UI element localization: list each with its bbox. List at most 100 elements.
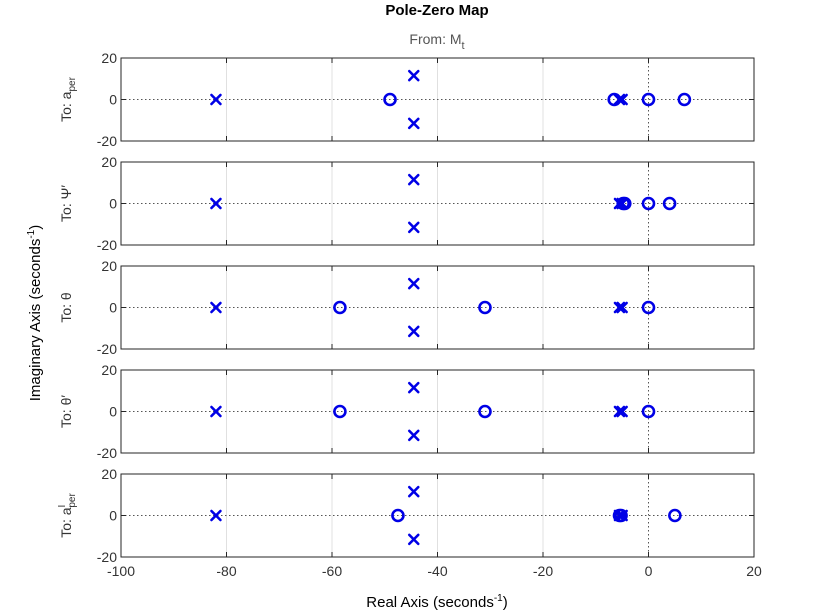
panel-label-main: To: θ xyxy=(58,292,74,323)
pole-marker xyxy=(407,325,420,338)
pole-stroke xyxy=(407,485,420,498)
pole-marker xyxy=(210,301,222,314)
y-tick-label: 20 xyxy=(101,362,117,378)
y-tick-label: 20 xyxy=(101,258,117,274)
pole-marker xyxy=(407,533,420,546)
pole-stroke xyxy=(616,509,628,522)
zero-marker xyxy=(333,300,347,315)
x-tick-label: 0 xyxy=(645,563,653,579)
pole-stroke xyxy=(616,301,628,314)
pole-marker xyxy=(407,173,420,186)
subtitle-main: From: M xyxy=(409,31,461,47)
zero-marker xyxy=(641,404,656,419)
subtitle-subscript: t xyxy=(462,40,465,52)
pole-stroke xyxy=(210,93,222,106)
pole-stroke xyxy=(616,405,628,418)
x-axis-label-end: ) xyxy=(503,594,508,611)
panel-4: -20 0 20 To: θ′ xyxy=(58,362,755,461)
pole-stroke xyxy=(407,117,420,130)
zero-marker xyxy=(383,92,397,107)
y-tick-label: 20 xyxy=(101,154,117,170)
x-axis: -100 -80 -60 -40 -20 0 20 xyxy=(107,563,762,579)
y-tick-label: -20 xyxy=(97,445,117,461)
y-tick-label: -20 xyxy=(97,237,117,253)
pole-marker xyxy=(210,405,222,418)
y-tick-label: 0 xyxy=(109,508,117,524)
pole-marker xyxy=(407,117,420,130)
panel-label-main: To: a xyxy=(58,91,74,122)
pole-stroke xyxy=(616,197,628,210)
pole-stroke xyxy=(407,325,420,338)
zero-marker xyxy=(333,404,347,419)
pole-stroke xyxy=(613,93,626,106)
pole-marker xyxy=(407,485,420,498)
panel-label-sup: I xyxy=(57,505,68,508)
y-tick-label: -20 xyxy=(97,549,117,565)
x-tick-label: -20 xyxy=(533,563,553,579)
x-tick-label: -80 xyxy=(216,563,236,579)
zero-marker xyxy=(478,300,492,315)
pole-marker xyxy=(616,301,628,314)
pole-marker xyxy=(407,277,420,290)
y-tick-label: -20 xyxy=(97,133,117,149)
panel-output-label: To: aper xyxy=(58,76,78,121)
y-tick-label: -20 xyxy=(97,341,117,357)
y-axis-label-main: Imaginary Axis (seconds xyxy=(27,239,44,402)
zero-marker xyxy=(478,404,492,419)
panel-label-sub: per xyxy=(67,493,78,508)
x-tick-label: -60 xyxy=(322,563,342,579)
pole-stroke xyxy=(616,93,628,106)
pole-marker xyxy=(210,197,222,210)
zero-marker xyxy=(641,300,656,315)
pole-stroke xyxy=(210,197,222,210)
panel-label-main: To: Ψ′ xyxy=(58,185,74,222)
panel-label-main: To: θ′ xyxy=(58,395,74,428)
zero-marker xyxy=(391,508,405,523)
y-tick-label: 0 xyxy=(109,404,117,420)
panel-5: -20 0 20 To: aIper xyxy=(57,466,755,565)
x-axis-label-main: Real Axis (seconds xyxy=(366,594,494,611)
pole-marker xyxy=(210,93,222,106)
pole-marker xyxy=(616,509,628,522)
pole-stroke xyxy=(613,197,626,210)
y-tick-label: 20 xyxy=(101,50,117,66)
zero-marker xyxy=(641,196,656,211)
pole-marker xyxy=(613,301,626,314)
panel-label-main: To: a xyxy=(58,507,74,538)
chart-subtitle: From: Mt xyxy=(409,31,464,52)
pole-stroke xyxy=(210,301,222,314)
pole-stroke xyxy=(613,301,626,314)
y-tick-label: 0 xyxy=(109,92,117,108)
zero-marker xyxy=(641,92,656,107)
y-axis-label: Imaginary Axis (seconds-1) xyxy=(26,225,44,401)
zero-marker xyxy=(662,196,677,211)
panel-output-label: To: θ′ xyxy=(58,395,74,428)
pole-marker xyxy=(407,69,420,82)
pole-stroke xyxy=(210,405,222,418)
pole-stroke xyxy=(407,277,420,290)
pole-marker xyxy=(407,381,420,394)
pole-stroke xyxy=(407,69,420,82)
pole-stroke xyxy=(407,533,420,546)
zero-marker xyxy=(668,508,682,523)
panel-3: -20 0 20 To: θ xyxy=(58,258,755,357)
pole-marker xyxy=(613,197,626,210)
x-axis-label-sup: -1 xyxy=(494,593,503,604)
pole-stroke xyxy=(407,173,420,186)
pole-marker xyxy=(407,429,420,442)
x-tick-label: -100 xyxy=(107,563,135,579)
zero-marker xyxy=(614,508,628,523)
pole-stroke xyxy=(613,405,626,418)
pole-marker xyxy=(616,197,628,210)
panel-output-label: To: aIper xyxy=(57,493,78,538)
panel-1: -20 0 20 To: aper xyxy=(58,50,755,149)
panel-label-sub: per xyxy=(67,76,78,91)
pole-stroke xyxy=(407,221,420,234)
y-axis-label-sup: -1 xyxy=(26,229,37,238)
pole-marker xyxy=(613,509,626,522)
zero-marker xyxy=(677,92,692,107)
y-tick-label: 20 xyxy=(101,466,117,482)
pole-stroke xyxy=(210,509,222,522)
x-axis-label: Real Axis (seconds-1) xyxy=(366,593,507,611)
